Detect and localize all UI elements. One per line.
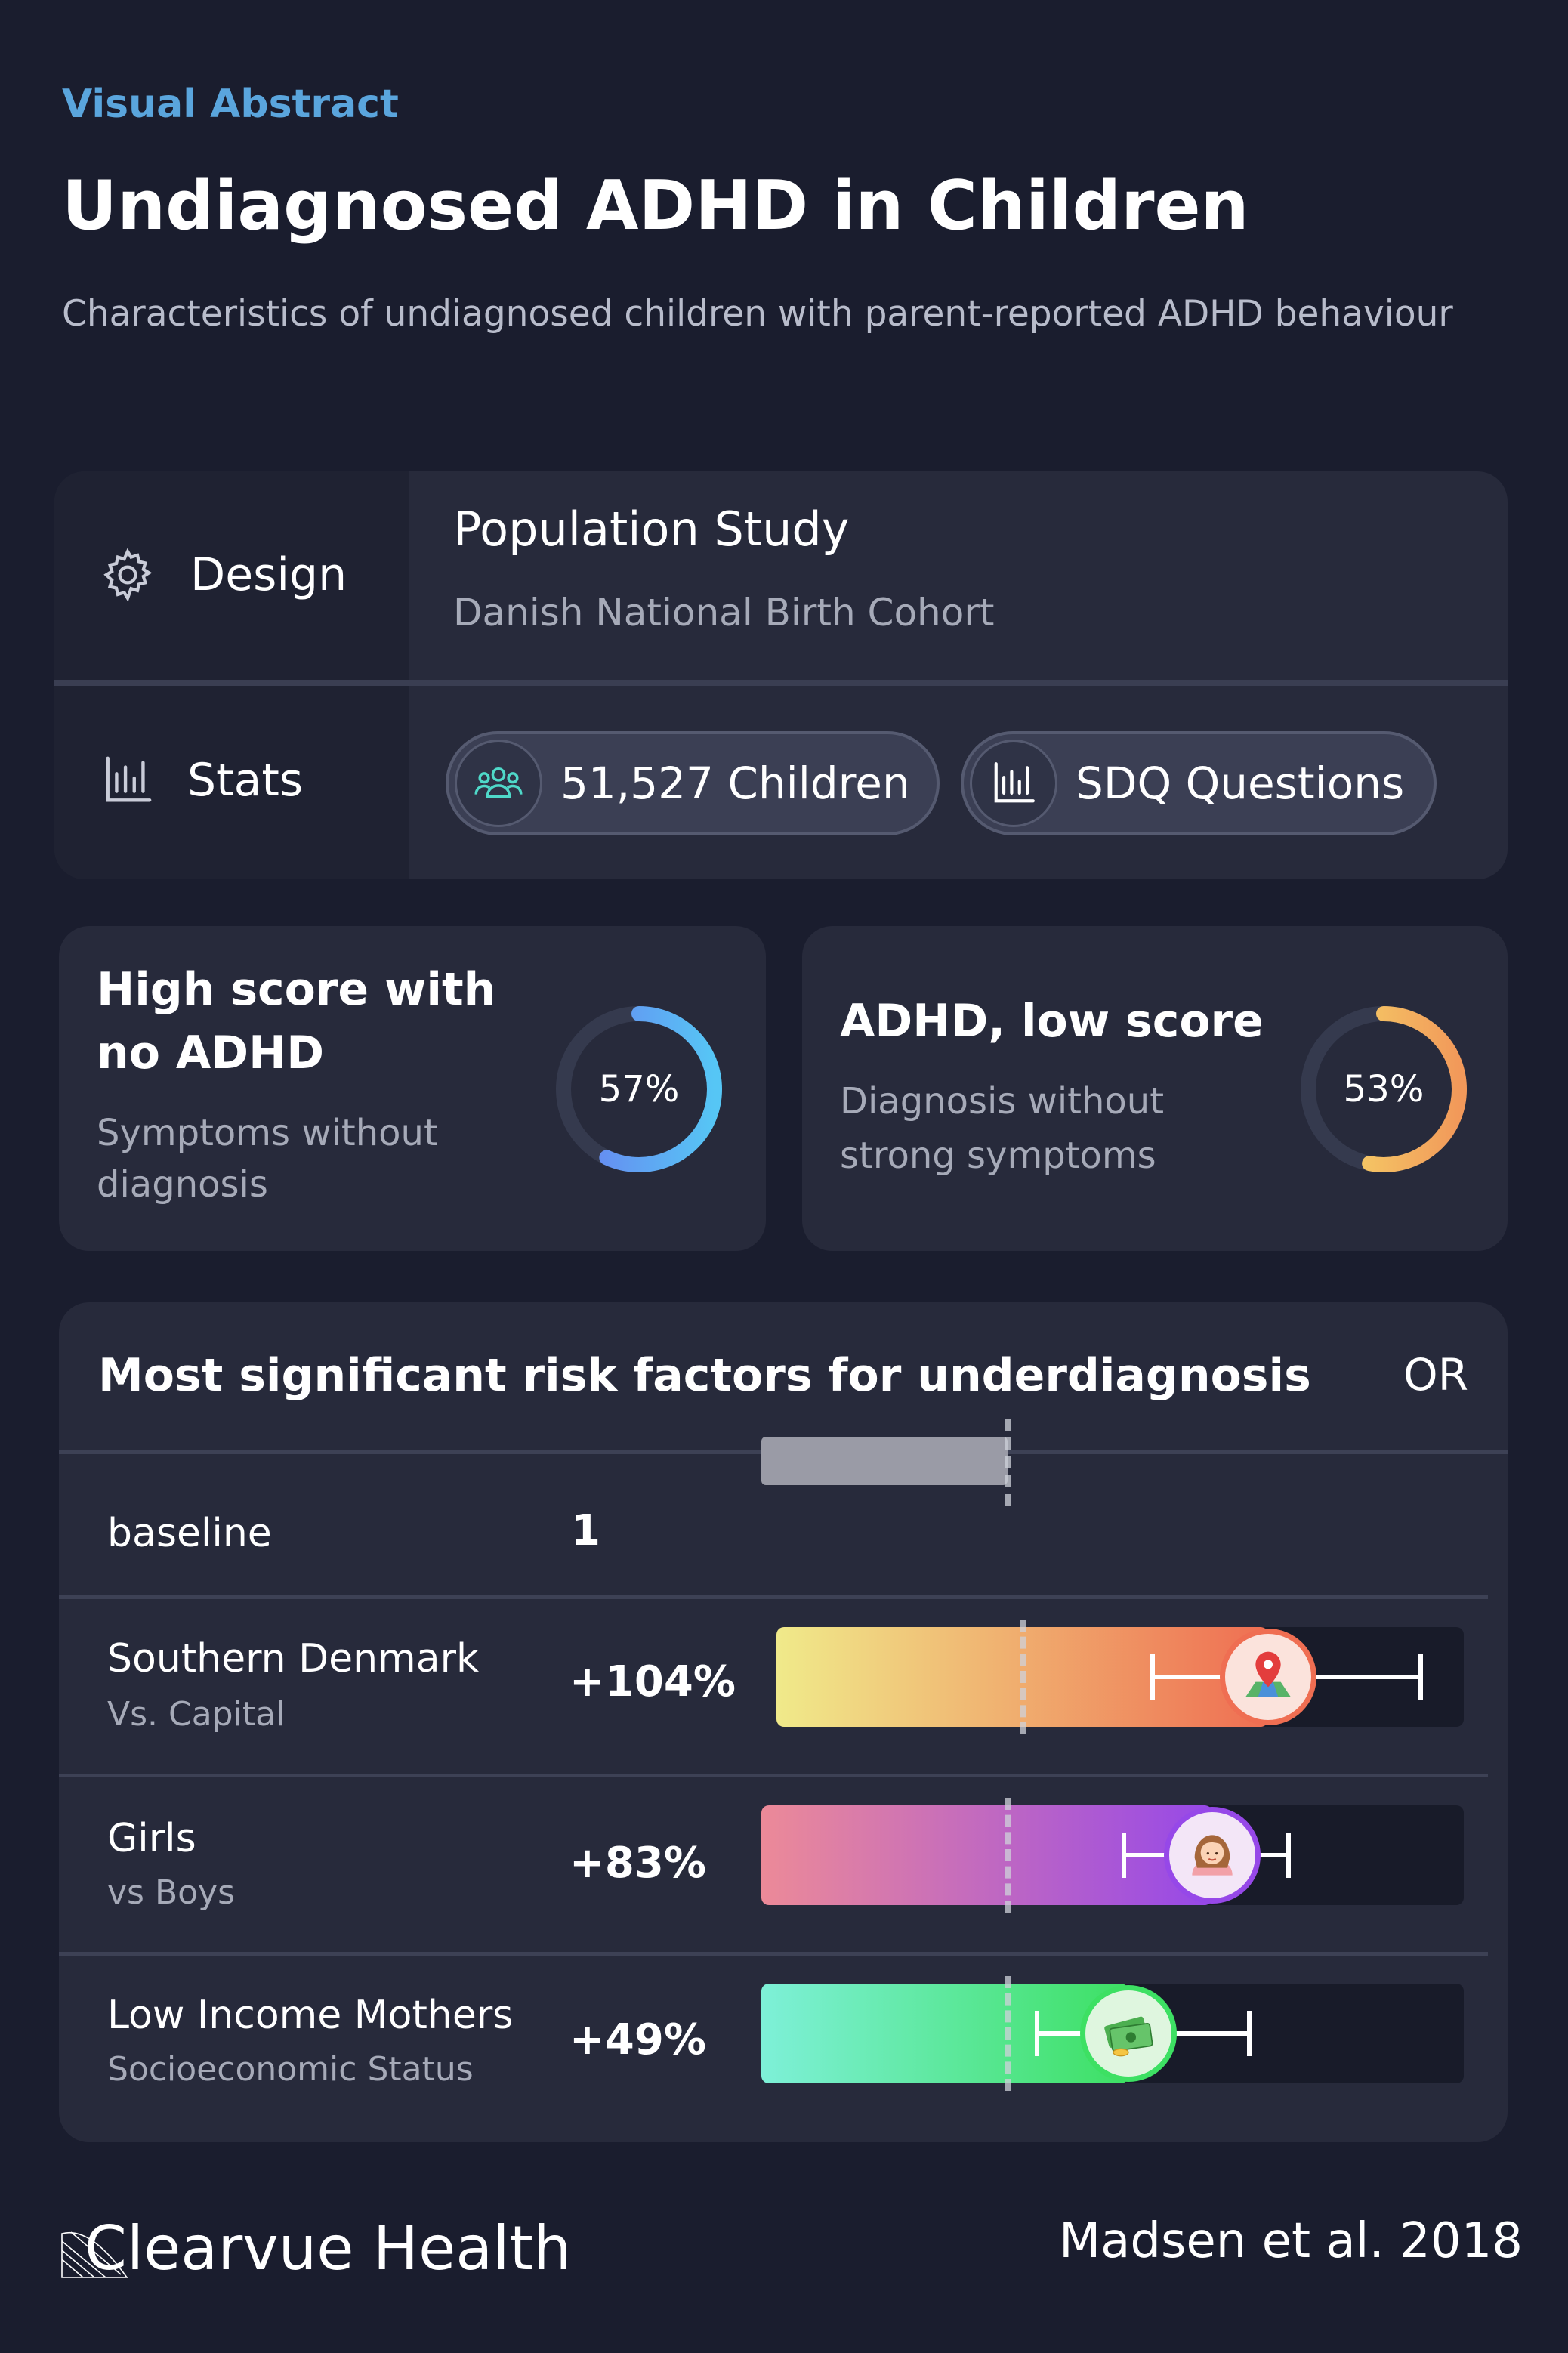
- design-title: Population Study: [453, 502, 850, 557]
- girl-icon: [1164, 1807, 1261, 1904]
- risk-row-sub-girls: vs Boys: [107, 1873, 236, 1912]
- stat-pill-sdq-text: SDQ Questions: [1076, 758, 1405, 809]
- risk-row-label-region: Southern Denmark: [107, 1636, 480, 1681]
- risk-row-value-income: +49%: [569, 2015, 706, 2064]
- stat-card-sub-line1: Diagnosis without: [840, 1080, 1165, 1122]
- bar-chart-icon: [106, 756, 152, 802]
- row-divider: [59, 1952, 1488, 1956]
- bar-chart-icon: [970, 740, 1057, 827]
- brand-logo: Clearvue Health: [60, 2213, 572, 2284]
- stats-row-label: Stats: [101, 754, 303, 807]
- reference-line: [1005, 1976, 1011, 2091]
- risk-chart-title: Most significant risk factors for underd…: [98, 1349, 1311, 1402]
- row-divider: [59, 1774, 1488, 1777]
- page-subtitle: Characteristics of undiagnosed children …: [62, 293, 1453, 335]
- ci-upper-cap: [1247, 2011, 1252, 2056]
- study-info-card: Design Population Study Danish National …: [54, 471, 1508, 879]
- donut-chart-57: 57%: [556, 1006, 722, 1172]
- ci-lower-cap: [1035, 2011, 1040, 2056]
- stat-card-sub-line1: Symptoms without: [97, 1112, 438, 1154]
- stat-pill-children: 51,527 Children: [446, 731, 940, 835]
- ci-upper-cap: [1418, 1654, 1423, 1700]
- divider: [54, 680, 1508, 686]
- design-subtitle: Danish National Birth Cohort: [453, 591, 995, 635]
- stat-card-title-line1: High score with: [97, 963, 496, 1016]
- stat-pill-children-text: 51,527 Children: [560, 758, 910, 809]
- logo-mark-icon: [61, 2231, 128, 2278]
- map-pin-icon: [1220, 1629, 1317, 1725]
- donut-percent-label: 53%: [1344, 1068, 1424, 1110]
- stat-card-title-line2: no ADHD: [97, 1027, 325, 1079]
- stat-card-sub-line2: strong symptoms: [840, 1135, 1156, 1177]
- gear-icon: [103, 548, 153, 602]
- risk-factors-panel: Most significant risk factors for underd…: [59, 1302, 1508, 2142]
- design-row-label: Design: [98, 545, 347, 604]
- row-divider: [59, 1595, 1488, 1599]
- brand-name: Clearvue Health: [85, 2213, 572, 2284]
- bar-baseline: [761, 1437, 1008, 1485]
- donut-arc: [1301, 1006, 1467, 1172]
- risk-row-sub-region: Vs. Capital: [107, 1695, 286, 1734]
- info-label-column: [54, 471, 409, 879]
- risk-chart-or-label: OR: [1403, 1349, 1468, 1400]
- ci-lower-cap: [1121, 1833, 1126, 1878]
- stat-pill-sdq: SDQ Questions: [961, 731, 1437, 835]
- donut-chart-53: 53%: [1301, 1006, 1467, 1172]
- risk-row-sub-income: Socioeconomic Status: [107, 2050, 474, 2089]
- reference-line: [1005, 1419, 1011, 1506]
- stat-card-low-score: ADHD, low score Diagnosis without strong…: [802, 926, 1508, 1251]
- ci-lower-cap: [1150, 1654, 1156, 1700]
- risk-row-value-region: +104%: [569, 1657, 736, 1706]
- stats-label: Stats: [187, 754, 304, 807]
- risk-row-value-girls: +83%: [569, 1839, 706, 1888]
- stat-card-sub-line2: diagnosis: [97, 1163, 268, 1206]
- people-icon: [455, 740, 542, 827]
- kicker: Visual Abstract: [62, 82, 399, 127]
- money-icon: [1080, 1985, 1178, 2082]
- citation: Madsen et al. 2018: [1058, 2213, 1523, 2269]
- donut-arc: [556, 1006, 722, 1172]
- stat-card-title-line1: ADHD, low score: [840, 995, 1264, 1048]
- page-title: Undiagnosed ADHD in Children: [62, 166, 1249, 245]
- risk-row-label-income: Low Income Mothers: [107, 1993, 514, 2038]
- reference-line: [1005, 1798, 1011, 1913]
- ci-upper-cap: [1286, 1833, 1292, 1878]
- risk-row-value-baseline: 1: [571, 1506, 600, 1555]
- risk-row-label-girls: Girls: [107, 1816, 196, 1861]
- stat-card-high-score: High score with no ADHD Symptoms without…: [59, 926, 766, 1251]
- donut-percent-label: 57%: [599, 1068, 680, 1110]
- risk-row-label-baseline: baseline: [107, 1511, 272, 1556]
- design-label: Design: [190, 548, 347, 601]
- reference-line: [1020, 1620, 1026, 1734]
